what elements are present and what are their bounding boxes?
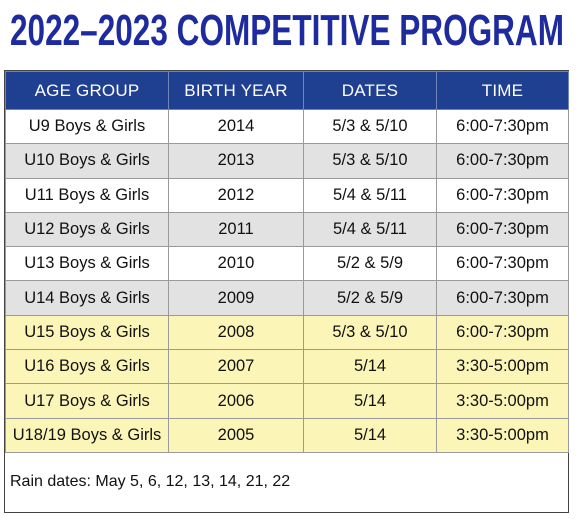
- header-row: AGE GROUP BIRTH YEAR DATES TIME: [5, 71, 569, 110]
- table-cell: 2005: [168, 417, 304, 453]
- table-cell: 5/14: [303, 349, 437, 385]
- table-row: U15 Boys & Girls 2008 5/3 & 5/10 6:00-7:30p…: [5, 314, 569, 351]
- table-cell: 5/2 & 5/9: [303, 246, 437, 282]
- table-cell: U9 Boys & Girls: [5, 108, 169, 145]
- table-row: U9 Boys & Girls 2014 5/3 & 5/10 6:00-7:30pm: [5, 108, 569, 145]
- table-row: U12 Boys & Girls 2011 5/4 & 5/11 6:00-7:30p…: [5, 211, 569, 248]
- table-cell: 2010: [168, 246, 304, 282]
- table-cell: U15 Boys & Girls: [5, 314, 169, 351]
- table-row: U10 Boys & Girls 2013 5/3 & 5/10 6:00-7:30p…: [5, 143, 569, 179]
- table-cell: 6:00-7:30pm: [436, 211, 569, 248]
- table-row: U17 Boys & Girls 2006 5/14 3:30-5:00pm: [5, 383, 569, 419]
- table-cell: 2014: [168, 108, 304, 145]
- table-row: U14 Boys & Girls 2009 5/2 & 5/9 6:00-7:30pm: [5, 280, 569, 316]
- table-cell: 2006: [168, 383, 304, 419]
- table-row: U11 Boys & Girls 2012 5/4 & 5/11 6:00-7:30p…: [5, 177, 569, 213]
- table-cell: 2008: [168, 314, 304, 351]
- column-header: AGE GROUP: [5, 71, 169, 110]
- title-area: 2022–2023 COMPETITIVE PROGRAM: [10, 6, 564, 55]
- table-cell: 5/4 & 5/11: [303, 177, 437, 213]
- table-cell: 6:00-7:30pm: [436, 108, 569, 145]
- column-header: DATES: [303, 71, 437, 110]
- table-cell: 6:00-7:30pm: [436, 280, 569, 316]
- table-cell: 5/3 & 5/10: [303, 314, 437, 351]
- table-row: U16 Boys & Girls 2007 5/14 3:30-5:00pm: [5, 349, 569, 385]
- table-cell: 5/3 & 5/10: [303, 108, 437, 145]
- table-cell: 2011: [168, 211, 304, 248]
- schedule-table: AGE GROUP BIRTH YEAR DATES TIME U9 Boys & G…: [5, 71, 569, 453]
- rain-dates-note: Rain dates: May 5, 6, 12, 13, 14, 21, 22: [10, 473, 291, 490]
- column-header: TIME: [436, 71, 569, 110]
- table-cell: 5/14: [303, 417, 437, 453]
- table-cell: U16 Boys & Girls: [5, 349, 169, 385]
- table-cell: 5/14: [303, 383, 437, 419]
- table-cell: 5/2 & 5/9: [303, 280, 437, 316]
- table-row: U13 Boys & Girls 2010 5/2 & 5/9 6:00-7:30pm: [5, 246, 569, 282]
- table-cell: 6:00-7:30pm: [436, 177, 569, 213]
- table-cell: U11 Boys & Girls: [5, 177, 169, 213]
- column-header: BIRTH YEAR: [168, 71, 304, 110]
- table-cell: 2009: [168, 280, 304, 316]
- table-cell: 5/3 & 5/10: [303, 143, 437, 179]
- table-cell: U10 Boys & Girls: [5, 143, 169, 179]
- table-cell: U13 Boys & Girls: [5, 246, 169, 282]
- table-cell: 3:30-5:00pm: [436, 349, 569, 385]
- table-cell: 2012: [168, 177, 304, 213]
- table-cell: 3:30-5:00pm: [436, 383, 569, 419]
- table-cell: 5/4 & 5/11: [303, 211, 437, 248]
- table-cell: 3:30-5:00pm: [436, 417, 569, 453]
- table-cell: 2007: [168, 349, 304, 385]
- table-cell: 6:00-7:30pm: [436, 314, 569, 351]
- table-cell: U14 Boys & Girls: [5, 280, 169, 316]
- table-cell: U12 Boys & Girls: [5, 211, 169, 248]
- table-cell: 2013: [168, 143, 304, 179]
- table-cell: 6:00-7:30pm: [436, 246, 569, 282]
- schedule-box: AGE GROUP BIRTH YEAR DATES TIME U9 Boys & G…: [4, 70, 569, 513]
- page-title: 2022–2023 COMPETITIVE PROGRAM: [10, 6, 564, 55]
- table-cell: 6:00-7:30pm: [436, 143, 569, 179]
- table-cell: U18/19 Boys & Girls: [5, 417, 169, 453]
- table-row: U18/19 Boys & Girls 2005 5/14 3:30-5:00pm: [5, 417, 569, 453]
- table-cell: U17 Boys & Girls: [5, 383, 169, 419]
